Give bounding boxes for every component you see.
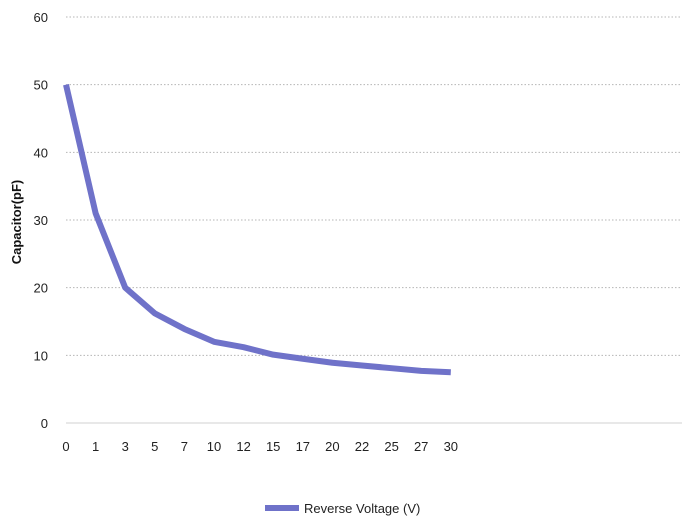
y-tick-label: 0 xyxy=(41,416,48,431)
x-tick-label: 1 xyxy=(92,439,99,454)
x-tick-label: 17 xyxy=(296,439,310,454)
legend: Reverse Voltage (V) xyxy=(265,501,420,516)
series-layer xyxy=(63,83,451,376)
y-tick-label: 10 xyxy=(34,348,48,363)
legend-label: Reverse Voltage (V) xyxy=(304,501,420,516)
x-tick-label: 30 xyxy=(444,439,458,454)
x-tick-label: 10 xyxy=(207,439,221,454)
series-line xyxy=(63,83,451,376)
y-axis-ticks: 0 10 20 30 40 50 60 xyxy=(34,10,48,431)
y-tick-label: 50 xyxy=(34,78,48,93)
y-axis-title: Capacitor(pF) xyxy=(9,180,24,265)
x-tick-label: 22 xyxy=(355,439,369,454)
x-tick-label: 25 xyxy=(384,439,398,454)
y-tick-label: 20 xyxy=(34,281,48,296)
x-tick-label: 15 xyxy=(266,439,280,454)
gridlines xyxy=(66,16,682,424)
x-tick-label: 27 xyxy=(414,439,428,454)
x-axis-ticks: 0 1 3 5 7 10 12 15 17 20 22 25 27 30 xyxy=(62,439,458,454)
x-tick-label: 20 xyxy=(325,439,339,454)
x-tick-label: 3 xyxy=(122,439,129,454)
x-tick-label: 5 xyxy=(151,439,158,454)
y-tick-label: 60 xyxy=(34,10,48,25)
x-tick-label: 0 xyxy=(62,439,69,454)
x-tick-label: 7 xyxy=(181,439,188,454)
x-tick-label: 12 xyxy=(236,439,250,454)
y-tick-label: 40 xyxy=(34,145,48,160)
y-tick-label: 30 xyxy=(34,213,48,228)
